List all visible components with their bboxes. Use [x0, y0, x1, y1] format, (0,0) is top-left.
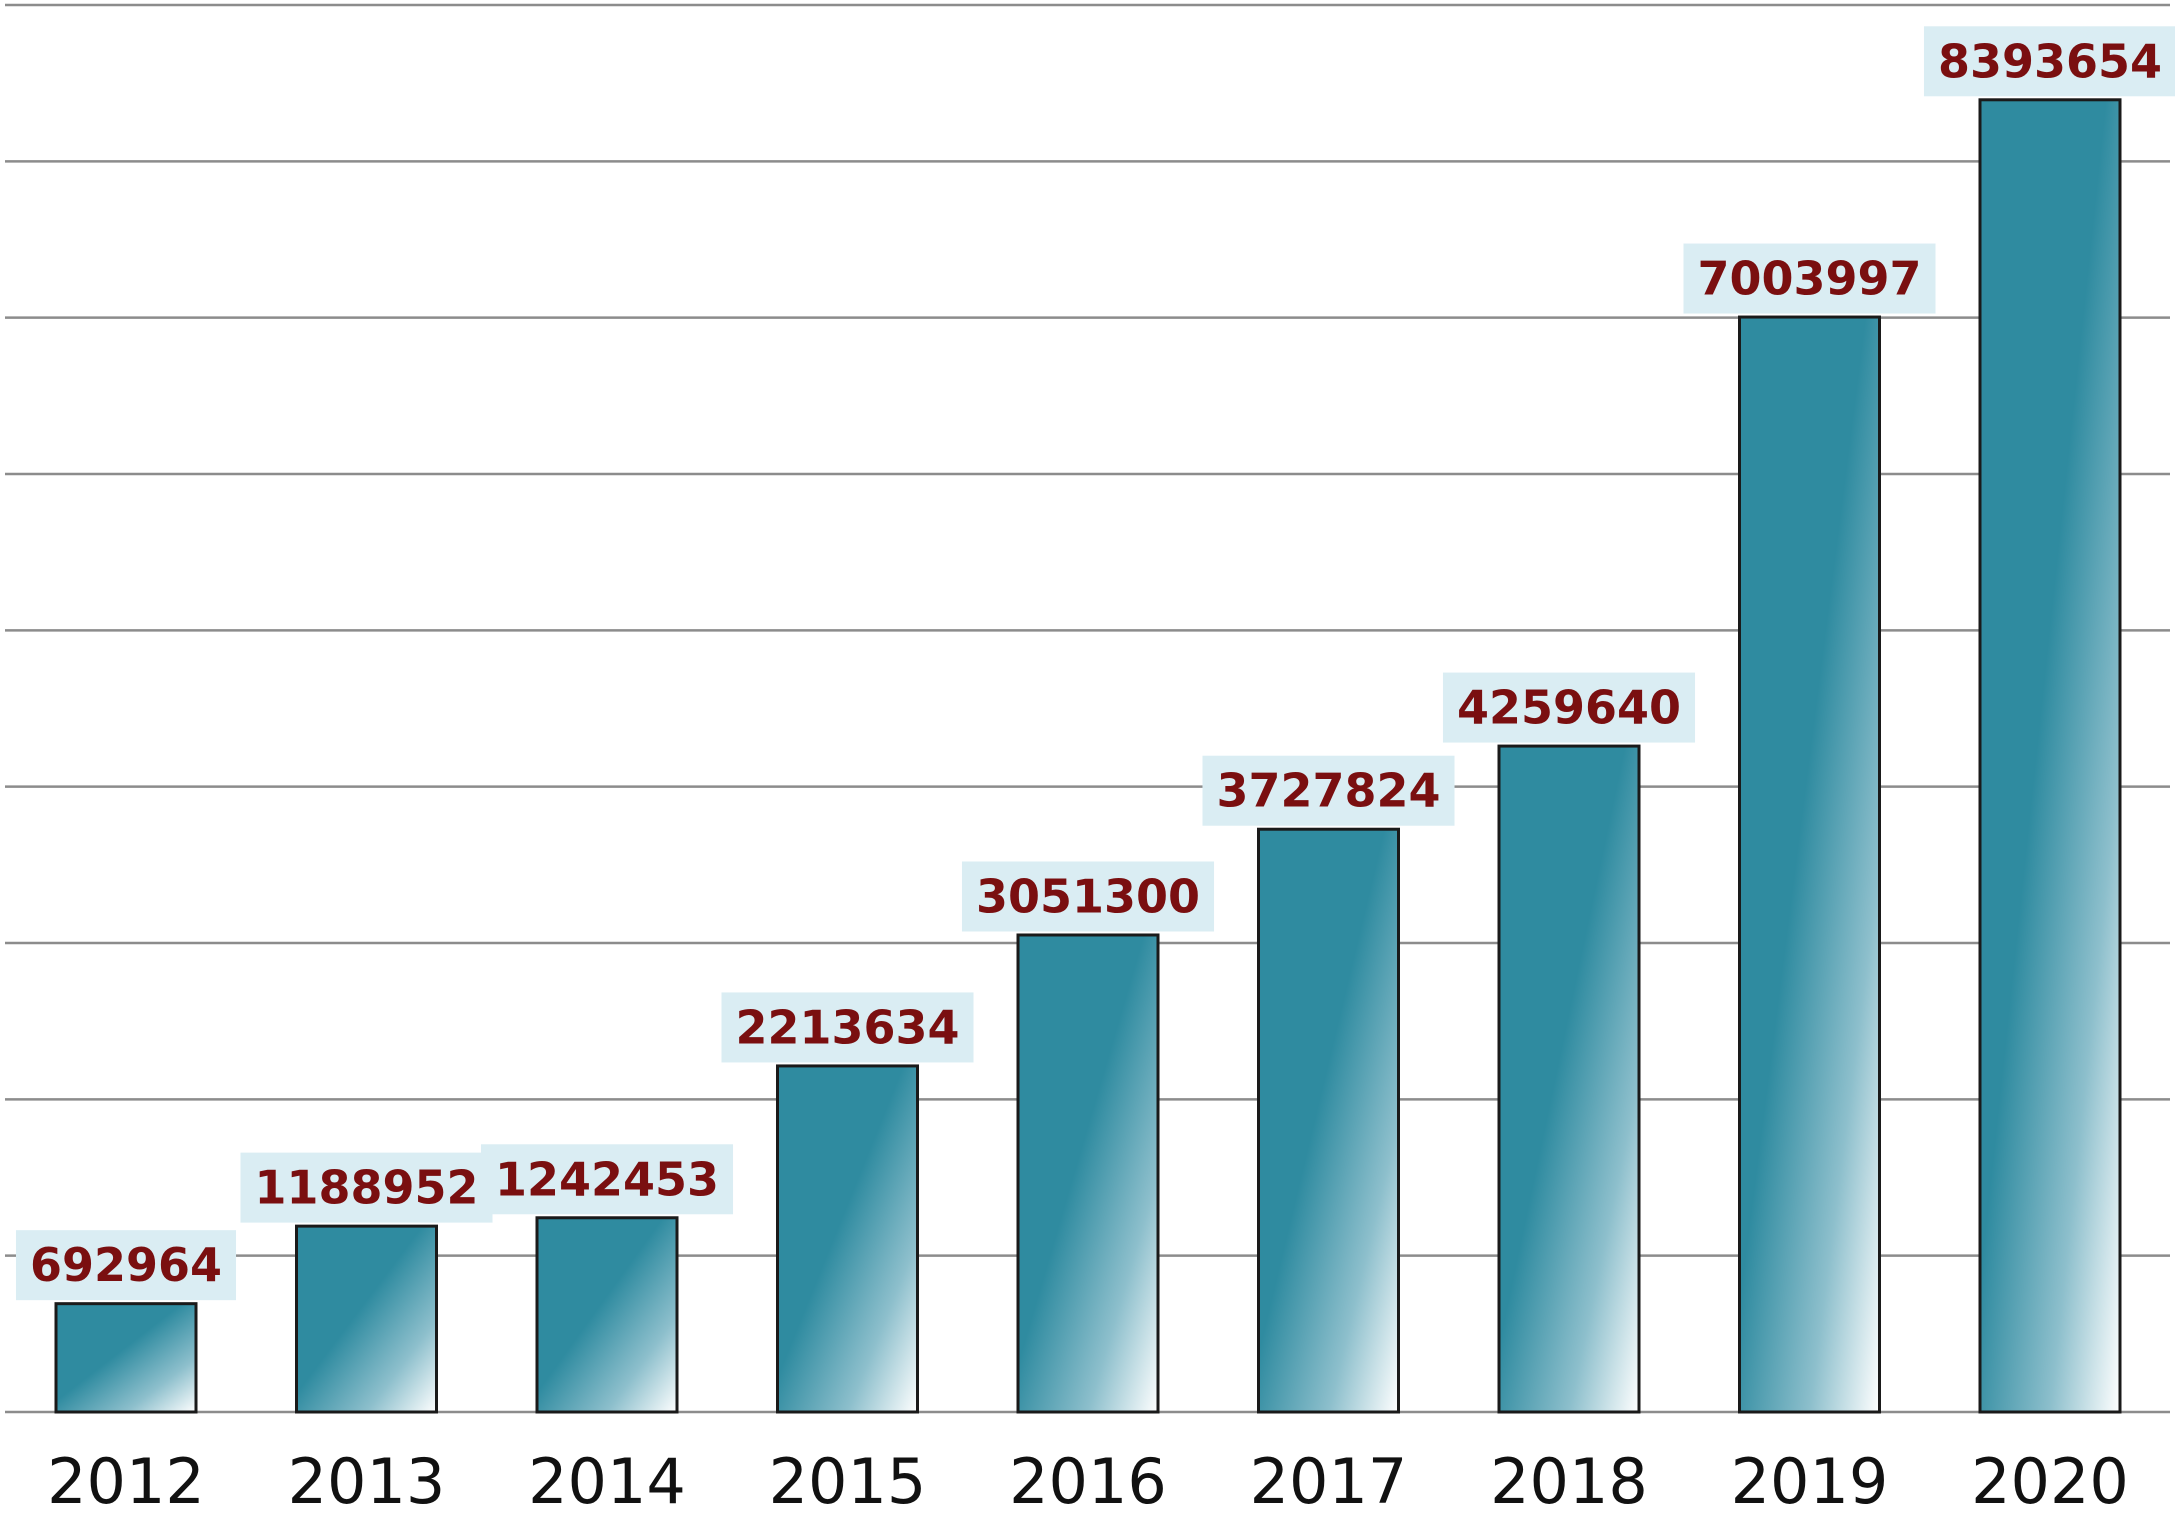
data-label-2015: 2213634 [735, 1000, 959, 1054]
data-label-background [480, 1144, 734, 1215]
data-label-background [1923, 26, 2175, 97]
bar-2014 [535, 1216, 679, 1414]
x-tick-label-2019: 2019 [1731, 1445, 1889, 1518]
bar-2017 [1257, 827, 1400, 1414]
data-label-background [1683, 243, 1936, 314]
x-tick-label-2017: 2017 [1250, 1445, 1408, 1518]
x-tick-label-2014: 2014 [528, 1445, 686, 1518]
data-label-2017: 3727824 [1216, 764, 1440, 818]
x-tick-label-2016: 2016 [1009, 1445, 1167, 1518]
data-label-background [721, 992, 974, 1063]
bar-2020 [1978, 98, 2122, 1414]
x-tick-label-2012: 2012 [47, 1445, 205, 1518]
bar-2016 [1016, 933, 1160, 1414]
x-tick-label-2015: 2015 [769, 1445, 927, 1518]
bar-2015 [776, 1064, 919, 1414]
data-label-background [961, 861, 1215, 932]
x-tick-label-2018: 2018 [1490, 1445, 1648, 1518]
x-tick-label-2020: 2020 [1971, 1445, 2129, 1518]
data-label-2016: 3051300 [976, 869, 1200, 923]
data-label-background [15, 1230, 237, 1301]
bar-2019 [1738, 315, 1881, 1414]
data-label-2020: 8393654 [1938, 34, 2162, 88]
x-axis-tick-labels: 2012 2013 2014 2015 2016 2017 2018 2019 2020 [47, 1445, 2129, 1518]
x-tick-label-2013: 2013 [288, 1445, 446, 1518]
data-labels: 692964 1188952 1242453 2213634 3051300 372782… [15, 26, 2175, 1301]
data-label-background [240, 1152, 493, 1223]
data-label-2018: 4259640 [1457, 681, 1681, 735]
data-label-2014: 1242453 [495, 1152, 719, 1206]
bar-2018 [1497, 744, 1641, 1414]
bar-2013 [295, 1224, 438, 1414]
bar-2012 [54, 1302, 198, 1414]
data-label-2019: 7003997 [1697, 252, 1921, 306]
data-label-background [1442, 672, 1696, 743]
data-label-2013: 1188952 [254, 1161, 478, 1215]
data-label-2012: 692964 [30, 1238, 222, 1292]
bars [54, 98, 2122, 1414]
data-label-background [1202, 755, 1455, 826]
